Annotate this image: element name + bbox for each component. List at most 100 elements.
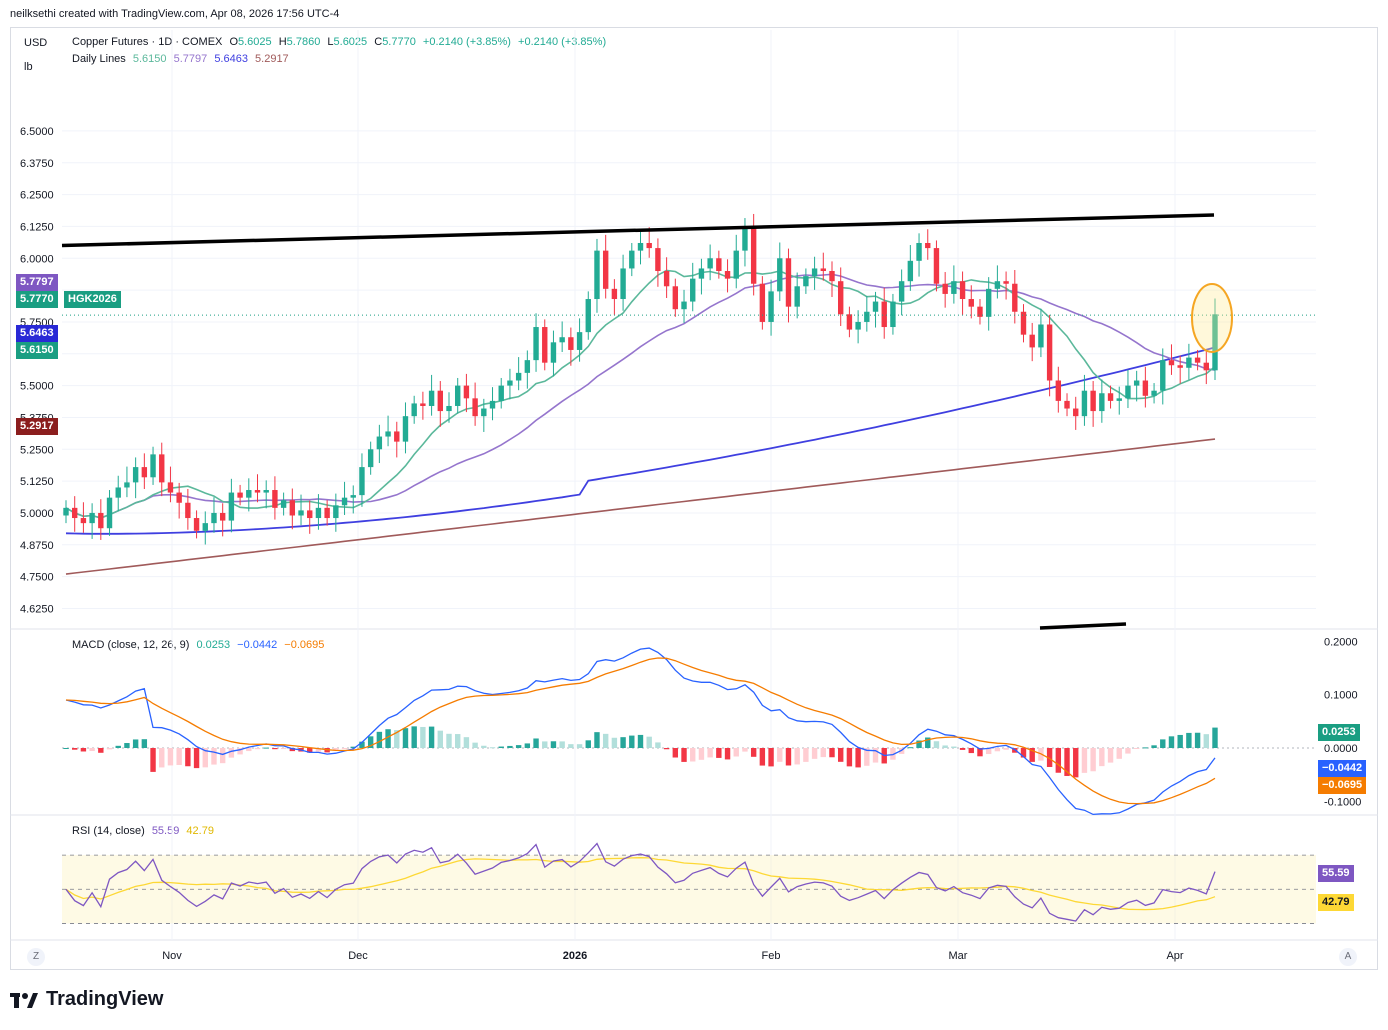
macd-histogram-bar: [646, 736, 652, 748]
rsi-tag: 55.59: [1318, 865, 1354, 882]
candle-body: [724, 271, 731, 279]
currency-label[interactable]: USD: [24, 37, 48, 49]
candle-body: [1142, 380, 1149, 396]
macd-histogram-bar: [933, 741, 940, 748]
candle-body: [124, 482, 130, 488]
macd-histogram-bar: [1212, 727, 1218, 748]
candle-body: [977, 306, 983, 317]
candle-body: [115, 487, 121, 498]
macd-tick-label: -0.1000: [1324, 796, 1361, 808]
time-tick-label: Feb: [762, 950, 781, 962]
chart-credit: neilksethi created with TradingView.com,…: [10, 8, 340, 20]
candle-body: [263, 490, 269, 493]
macd-histogram-bar: [307, 748, 313, 753]
candle-body: [98, 512, 104, 529]
price-tick-label: 4.8750: [20, 540, 54, 552]
unit-label[interactable]: lb: [24, 61, 33, 73]
macd-histogram-bar: [254, 748, 261, 750]
macd-hist-value: 0.0253: [196, 639, 231, 651]
candle-body: [228, 492, 235, 521]
macd-histogram-bar: [489, 747, 496, 749]
macd-histogram-bar: [428, 726, 435, 748]
candle-body: [176, 492, 182, 503]
candle-body: [820, 268, 826, 272]
macd-histogram-bar: [1125, 748, 1131, 754]
candle-body: [141, 467, 148, 478]
price-tick-label: 6.2500: [20, 190, 54, 202]
candle-body: [1107, 393, 1114, 401]
candle-body: [698, 268, 705, 279]
chart-canvas[interactable]: 6.50006.37506.25006.12506.00005.87505.75…: [0, 0, 1388, 975]
highlight-ellipse: [1191, 283, 1233, 353]
candle-body: [254, 490, 261, 493]
candle-body: [446, 405, 452, 412]
macd-histogram-bar: [1020, 748, 1027, 758]
candle-body: [1029, 334, 1035, 348]
macd-histogram-bar: [1160, 739, 1166, 748]
support-trendline: [1039, 622, 1127, 630]
candle-body: [333, 505, 339, 519]
macd-histogram-bar: [524, 743, 531, 748]
candle-body: [768, 291, 774, 322]
candle-body: [1038, 324, 1044, 348]
rsi-line: [65, 842, 1216, 922]
candle-body: [559, 337, 565, 343]
macd-histogram-bar: [72, 748, 78, 750]
candle-body: [498, 385, 504, 401]
candle-body: [1081, 390, 1088, 417]
auto-scale-left-button[interactable]: Z: [27, 948, 45, 966]
candle-body: [576, 332, 583, 350]
candle-body: [1125, 385, 1131, 399]
candle-body: [663, 271, 670, 287]
candle-body: [951, 281, 957, 294]
macd-histogram-bar: [507, 745, 513, 748]
price-tag-last: 5.7770: [16, 291, 58, 308]
candle-body: [80, 518, 87, 524]
macd-histogram-bar: [855, 748, 861, 768]
macd-histogram-bar: [820, 748, 826, 758]
macd-tick-label: 0.1000: [1324, 690, 1358, 702]
candle-body: [350, 495, 356, 498]
ma100-line: [65, 346, 1216, 535]
candle-body: [307, 510, 313, 519]
candle-body: [1212, 314, 1218, 371]
candle-body: [985, 288, 992, 317]
candle-body: [942, 283, 948, 294]
price-tick-label: 4.6250: [20, 603, 54, 615]
candle-body: [202, 523, 208, 531]
macd-histogram-bar: [733, 748, 739, 757]
candle-body: [394, 431, 400, 442]
rsi-ma-tag: 42.79: [1318, 894, 1354, 911]
candle-body: [385, 431, 391, 437]
rsi-ma-line: [65, 857, 1216, 911]
macd-histogram-bar: [1012, 748, 1018, 753]
candle-body: [855, 321, 861, 330]
macd-signal-value: −0.0695: [284, 639, 325, 651]
candle-body: [376, 436, 383, 450]
candle-body: [402, 416, 409, 442]
candle-body: [1168, 360, 1175, 366]
candle-body: [1203, 362, 1209, 371]
candle-body: [1055, 380, 1062, 401]
macd-histogram-bar: [629, 735, 635, 748]
candle-body: [237, 492, 243, 498]
unit-selector[interactable]: USD lb: [16, 31, 56, 83]
macd-histogram-bar: [620, 737, 626, 748]
macd-histogram-bar: [1151, 745, 1157, 748]
daily-lines-label: Daily Lines: [72, 53, 126, 65]
macd-histogram-bar: [985, 748, 992, 755]
candle-body: [150, 454, 156, 478]
candle-body: [1003, 281, 1009, 284]
candle-body: [864, 311, 870, 322]
symbol-title: Copper Futures · 1D · COMEX: [72, 36, 223, 48]
auto-scale-button[interactable]: A: [1339, 948, 1357, 966]
macd-signal-line: [65, 657, 1216, 805]
macd-histogram-bar: [280, 748, 287, 750]
macd-histogram-bar: [124, 743, 130, 748]
ma200-line: [65, 438, 1216, 575]
macd-histogram-bar: [994, 748, 1001, 752]
macd-histogram-bar: [707, 748, 713, 758]
candle-body: [655, 248, 661, 272]
macd-histogram-bar: [333, 748, 339, 751]
candle-body: [219, 512, 226, 521]
